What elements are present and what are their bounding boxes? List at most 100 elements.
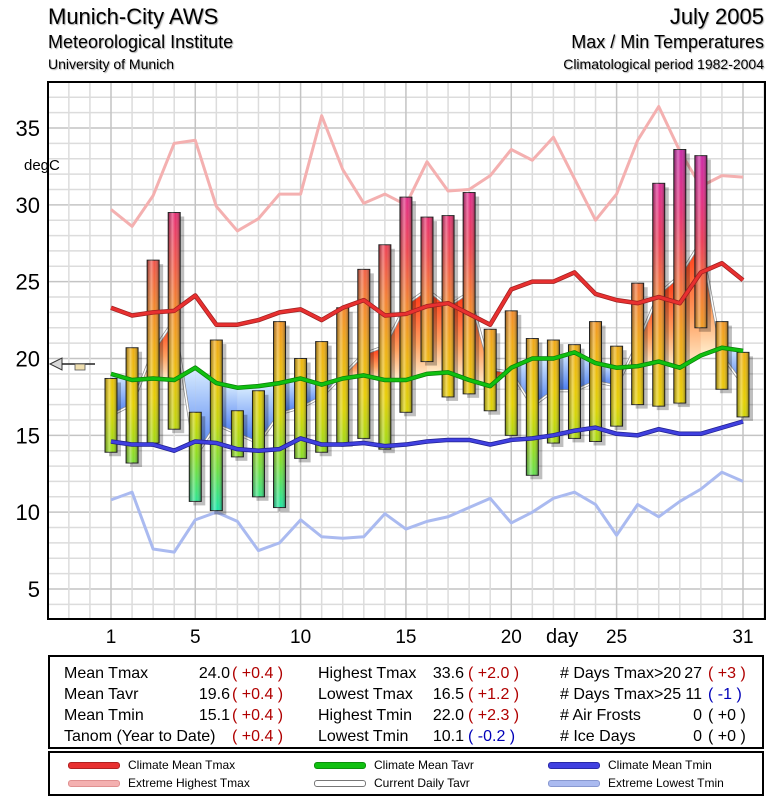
x-tick-label: 5	[190, 627, 201, 648]
stat-value: 27	[684, 665, 702, 682]
y-tick-label: 30	[16, 193, 40, 218]
x-tick-label: 25	[606, 627, 627, 648]
stat-value: 33.6	[432, 665, 464, 682]
bar-highlight	[421, 217, 433, 362]
stat-label: Highest Tmax	[318, 665, 417, 682]
stats-column-counts: # Days Tmax>20 27 ( +3 ) # Days Tmax>25 11 (…	[560, 663, 760, 747]
bar-highlight	[168, 212, 181, 430]
stat-row: Mean Tmax 24.0( +0.4 )	[64, 663, 283, 684]
stat-anomaly: ( -0.2 )	[468, 728, 516, 745]
y-tick-label: 15	[16, 423, 40, 448]
stats-column-means: Mean Tmax 24.0( +0.4 ) Mean Tavr 19.6( +0.…	[64, 663, 283, 747]
bar-highlight	[589, 321, 602, 442]
stat-anomaly: ( +0.4 )	[232, 728, 284, 745]
climate-mean-tmin-line	[110, 420, 744, 453]
marker-box	[74, 363, 86, 371]
bar-highlight	[315, 341, 328, 453]
stat-row: Lowest Tmin 10.1( -0.2 )	[318, 726, 518, 747]
y-tick-label: 10	[16, 500, 40, 525]
x-axis-label: day	[546, 626, 578, 648]
stats-column-extremes: Highest Tmax 33.6( +2.0 ) Lowest Tmax 16.5…	[318, 663, 520, 747]
stat-anomaly: ( +2.0 )	[468, 665, 520, 682]
stat-label: Mean Tavr	[64, 686, 139, 703]
subject-subtitle: Max / Min Temperatures	[571, 32, 764, 52]
stat-row: Highest Tmin 22.0( +2.3 )	[318, 705, 520, 726]
stat-anomaly: ( +3 )	[708, 665, 746, 682]
stat-label: # Ice Days	[560, 728, 636, 745]
bar-highlight	[694, 155, 707, 328]
stat-value: 22.0	[432, 707, 464, 724]
stat-row: # Ice Days 0 ( +0 )	[560, 726, 760, 747]
stat-label: # Days Tmax>25	[560, 686, 682, 703]
bar-highlight	[505, 310, 518, 436]
y-tick-label: 20	[16, 347, 40, 372]
legend-label: Climate Mean Tmin	[608, 758, 712, 772]
stat-anomaly: ( +0 )	[708, 707, 746, 724]
bar-highlight	[610, 346, 623, 427]
stat-row: Tanom (Year to Date) ( +0.4 )	[64, 726, 283, 747]
y-tick-label: 5	[28, 577, 40, 602]
tanom-marker	[48, 357, 95, 371]
stat-label: # Days Tmax>20	[560, 665, 682, 682]
stat-row: # Days Tmax>20 27 ( +3 )	[560, 663, 760, 684]
bar-highlight	[252, 390, 265, 497]
x-tick-label: 20	[501, 627, 522, 648]
legend-swatch	[68, 780, 120, 787]
legend-label: Current Daily Tavr	[374, 776, 470, 790]
daily-bars	[104, 149, 753, 515]
y-axis-label: degC	[24, 157, 60, 174]
stat-value: 24.0	[198, 665, 230, 682]
bar-highlight	[210, 340, 223, 511]
institute-subtitle: Meteorological Institute	[48, 32, 234, 52]
extreme-lowest-tmin-line	[110, 470, 744, 554]
bar-highlight	[105, 378, 117, 453]
stat-value: 0	[693, 707, 702, 724]
legend-swatch	[548, 762, 600, 769]
stat-row: # Air Frosts 0 ( +0 )	[560, 705, 760, 726]
stat-label: # Air Frosts	[560, 707, 641, 724]
stat-label: Highest Tmin	[318, 707, 412, 724]
bar-highlight	[547, 340, 560, 444]
climatology-label: Climatological period 1982-2004	[563, 56, 764, 72]
y-tick-label: 35	[16, 116, 40, 141]
y-tick-label: 25	[16, 270, 40, 295]
stat-anomaly: ( +0.4 )	[232, 686, 284, 703]
station-title: Munich-City AWS	[48, 4, 219, 29]
overlay-lines	[110, 260, 745, 453]
stat-value: 19.6	[198, 686, 230, 703]
stat-value: 0	[693, 728, 702, 745]
bar-highlight	[737, 352, 749, 417]
bar-highlight	[526, 338, 539, 476]
bar-highlight	[568, 344, 581, 439]
stat-value: 10.1	[432, 728, 464, 745]
bar-highlight	[673, 149, 686, 404]
stat-row: # Days Tmax>25 11 ( -1 )	[560, 684, 760, 705]
bar-highlight	[484, 329, 497, 411]
stat-row: Lowest Tmax 16.5( +1.2 )	[318, 684, 519, 705]
stat-value: 15.1	[198, 707, 230, 724]
x-tick-labels: 1 5 10 15 20 25 31	[106, 627, 754, 648]
bar-highlight	[357, 269, 370, 439]
stat-value: 11	[685, 686, 702, 703]
stat-label: Lowest Tmax	[318, 686, 413, 703]
legend-swatch	[548, 780, 600, 787]
legend-label: Climate Mean Tmax	[128, 758, 236, 772]
stat-label: Mean Tmin	[64, 707, 144, 724]
stat-label: Lowest Tmin	[318, 728, 409, 745]
legend-swatch	[314, 780, 366, 787]
bar-highlight	[231, 410, 244, 457]
stat-anomaly: ( -1 )	[708, 686, 742, 703]
legend-label: Extreme Highest Tmax	[128, 776, 250, 790]
stat-row: Mean Tavr 19.6( +0.4 )	[64, 684, 283, 705]
legend-label: Extreme Lowest Tmin	[608, 776, 724, 790]
climate-mean-tavr-line	[110, 346, 744, 390]
bar-highlight	[126, 347, 139, 463]
stat-anomaly: ( +2.3 )	[468, 707, 520, 724]
bar-highlight	[715, 321, 728, 390]
bar-highlight	[652, 183, 665, 407]
bar-highlight	[294, 358, 307, 459]
bar-highlight	[399, 197, 412, 413]
x-tick-label: 1	[106, 627, 117, 648]
stat-value: 16.5	[432, 686, 464, 703]
